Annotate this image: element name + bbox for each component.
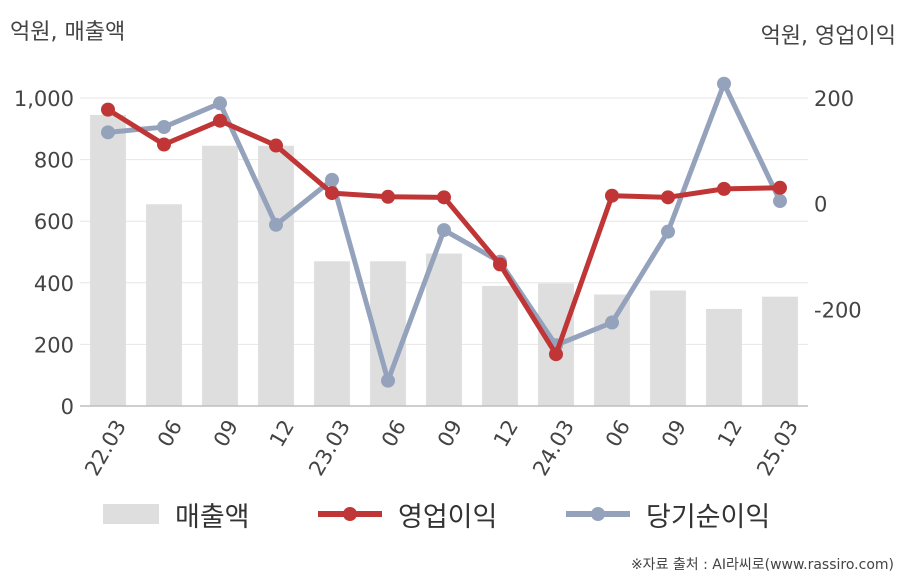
revenue-bar — [146, 204, 182, 406]
series-point — [437, 223, 451, 238]
series-point — [437, 190, 451, 205]
legend-item-revenue: 매출액 — [103, 494, 250, 534]
x-tick-label: 25.03 — [752, 416, 803, 480]
revenue-bar — [762, 296, 798, 406]
x-tick-label: 24.03 — [528, 416, 579, 480]
x-tick-label: 22.03 — [80, 416, 131, 480]
x-tick-label: 12 — [489, 416, 523, 451]
y-left-tick-label: 400 — [34, 272, 74, 296]
legend-bar-swatch — [103, 504, 159, 524]
y-right-tick-label: 0 — [814, 193, 827, 217]
series-point — [269, 217, 283, 232]
lines — [101, 76, 787, 388]
revenue-bar — [314, 261, 350, 406]
series-point — [325, 186, 339, 201]
legend: 매출액 영업이익 당기순이익 — [0, 494, 908, 534]
series-point — [213, 96, 227, 111]
revenue-bars — [90, 114, 798, 407]
revenue-bar — [90, 114, 126, 406]
revenue-bar — [650, 290, 686, 406]
revenue-bar — [482, 285, 518, 406]
series-point — [381, 373, 395, 388]
y-left-tick-label: 1,000 — [14, 87, 74, 111]
y-left-tick-label: 600 — [34, 210, 74, 234]
right-axis-unit: 억원, 영업이익 — [760, 24, 896, 49]
x-tick-label: 12 — [713, 416, 747, 451]
series-point — [101, 125, 115, 140]
revenue-bar — [202, 145, 238, 407]
legend-label-revenue: 매출액 — [175, 501, 250, 533]
x-tick-label: 06 — [377, 416, 411, 451]
series-point — [101, 102, 115, 117]
legend-line-swatch-net — [566, 507, 630, 521]
x-tick-label: 12 — [265, 416, 299, 451]
y-left-tick-label: 0 — [61, 395, 74, 419]
series-point — [269, 138, 283, 153]
y-right-tick-label: 200 — [814, 87, 854, 111]
series-point — [605, 315, 619, 330]
legend-line-swatch-operating — [318, 507, 382, 521]
revenue-bar — [594, 294, 630, 406]
revenue-bar — [258, 145, 294, 407]
series-point — [549, 347, 563, 362]
series-point — [325, 172, 339, 187]
x-tick-label: 06 — [153, 416, 187, 451]
legend-label-operating-profit: 영업이익 — [398, 501, 498, 533]
x-tick-label: 09 — [657, 416, 691, 451]
y-right-tick-label: -200 — [814, 298, 862, 322]
x-tick-label: 09 — [209, 416, 243, 451]
source-note: ※자료 출처 : AI라씨로(www.rassiro.com) — [630, 557, 894, 573]
series-point — [717, 181, 731, 196]
series-point — [605, 188, 619, 203]
y-left-tick-label: 800 — [34, 149, 74, 173]
x-tick-label: 23.03 — [304, 416, 355, 480]
revenue-bar — [706, 308, 742, 406]
series-point — [381, 189, 395, 204]
revenue-bar — [426, 253, 462, 406]
series-point — [157, 137, 171, 152]
x-tick-label: 09 — [433, 416, 467, 451]
legend-item-operating-profit: 영업이익 — [318, 494, 497, 534]
series-point — [661, 224, 675, 239]
legend-item-net-income: 당기순이익 — [566, 494, 770, 534]
series-point — [717, 76, 731, 91]
series-point — [493, 257, 507, 272]
series-point — [157, 120, 171, 135]
y-left-tick-label: 200 — [34, 333, 74, 357]
left-axis-unit: 억원, 매출액 — [10, 20, 126, 45]
series-point — [773, 194, 787, 209]
series-point — [773, 180, 787, 195]
series-point — [661, 190, 675, 205]
legend-label-net-income: 당기순이익 — [646, 501, 771, 533]
series-point — [213, 113, 227, 128]
x-tick-label: 06 — [601, 416, 635, 451]
